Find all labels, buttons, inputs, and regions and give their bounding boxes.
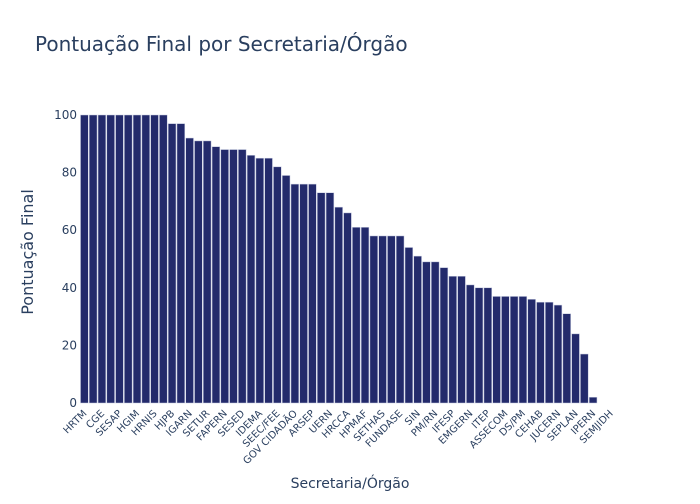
bar — [264, 157, 273, 404]
y-tick-label: 40 — [62, 281, 77, 295]
bar — [185, 137, 194, 404]
bar — [132, 114, 142, 404]
bar — [159, 114, 168, 404]
bar — [387, 235, 396, 404]
bar — [501, 296, 510, 404]
bar — [580, 353, 589, 404]
bar — [273, 166, 282, 404]
bar — [89, 114, 98, 404]
bar — [176, 123, 185, 404]
bar — [194, 140, 203, 404]
chart-title: Pontuação Final por Secretaria/Órgão — [35, 32, 408, 56]
y-tick-label: 80 — [62, 166, 77, 180]
bar — [281, 175, 291, 404]
bar — [308, 183, 317, 404]
x-axis: HRTMCGESESAPHGIMHRNISHJPBIGARNSETURFAPER… — [62, 407, 616, 467]
bar — [106, 114, 115, 404]
bar — [141, 114, 150, 404]
bar — [404, 247, 414, 404]
bar — [334, 206, 343, 404]
bar — [124, 114, 133, 404]
bar — [229, 149, 238, 404]
bar — [255, 157, 264, 404]
bar — [238, 149, 247, 404]
bar — [553, 304, 563, 404]
bar — [378, 235, 387, 404]
bar — [562, 313, 571, 404]
bar — [317, 192, 326, 404]
bar — [352, 227, 361, 404]
bar — [527, 299, 536, 404]
bar — [457, 276, 466, 404]
bar — [290, 183, 300, 404]
bar — [483, 287, 492, 404]
bar — [80, 114, 89, 404]
bar — [422, 261, 431, 404]
y-tick-label: 100 — [54, 108, 77, 122]
bar — [395, 235, 405, 404]
y-axis: 0 20 40 60 80 100 — [54, 108, 77, 410]
x-axis-title: Secretaria/Órgão — [291, 474, 410, 492]
bar — [518, 296, 528, 404]
bar — [97, 114, 107, 404]
bar — [536, 301, 545, 404]
bar — [220, 149, 229, 404]
y-tick-label: 60 — [62, 223, 77, 237]
y-tick-label: 20 — [62, 338, 77, 352]
bars — [80, 114, 598, 404]
y-axis-title: Pontuação Final — [18, 189, 37, 315]
bar — [325, 192, 335, 404]
bar — [167, 123, 177, 404]
y-tick-label: 0 — [69, 396, 77, 410]
bar — [369, 235, 378, 404]
bar — [360, 227, 370, 404]
bar — [211, 146, 221, 404]
bar — [246, 155, 256, 404]
bar — [343, 212, 352, 404]
bar — [439, 267, 449, 404]
bar — [150, 114, 159, 404]
bar — [203, 140, 212, 404]
bar — [299, 183, 308, 404]
bar — [413, 255, 422, 404]
bar — [115, 114, 124, 404]
bar — [431, 261, 440, 404]
bar — [588, 396, 598, 404]
bar — [448, 276, 457, 404]
bar — [492, 296, 501, 404]
bar — [571, 333, 580, 404]
bar — [545, 301, 554, 404]
bar — [510, 296, 519, 404]
bar — [466, 284, 475, 404]
bar — [474, 287, 484, 404]
